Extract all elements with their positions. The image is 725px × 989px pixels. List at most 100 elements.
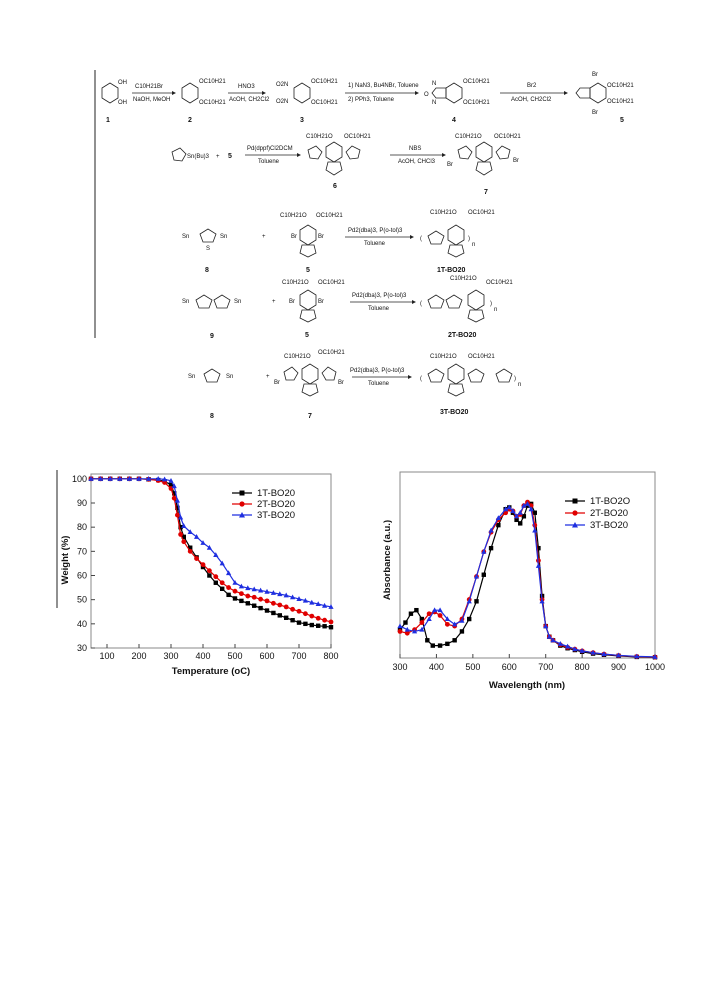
data-point-3T-BO20 (543, 623, 549, 629)
data-point-3T-BO20 (322, 602, 328, 608)
partner-label: 7 (308, 413, 312, 420)
data-point-3T-BO20 (411, 628, 418, 634)
data-point-1T-BO2O (403, 620, 408, 625)
legend-label-3T: 3T-BO20 (257, 510, 295, 521)
polymer-name: 1T-BO20 (437, 267, 466, 274)
x-tick-label: 300 (392, 662, 407, 672)
nitro-label: O2N (276, 99, 288, 105)
legend-marker-2T (239, 501, 245, 507)
data-point-3T-BO20 (510, 508, 516, 513)
data-point-1T-BO20 (303, 621, 308, 627)
thiophene-ring (199, 228, 217, 243)
oxadiazole-ring (431, 87, 447, 99)
x-tick-label: 900 (611, 662, 626, 672)
x-tick-label: 1000 (645, 662, 665, 672)
data-point-1T-BO20 (322, 624, 327, 629)
y-tick-label: 100 (72, 474, 87, 484)
data-point-1T-BO20 (168, 482, 174, 488)
data-point-1T-BO2O (430, 643, 435, 648)
data-point-3T-BO20 (634, 653, 640, 659)
x-tick-label: 800 (323, 651, 338, 661)
thiophene-ring (427, 230, 445, 245)
polymer-name: 3T-BO20 (440, 409, 469, 416)
benzene-ring (475, 141, 493, 163)
data-point-1T-BO2O (437, 643, 443, 648)
data-point-3T-BO20 (615, 652, 622, 658)
thiophene-ring (195, 294, 213, 309)
benzene-ring (293, 82, 311, 104)
oxadiazole-ring (447, 244, 465, 258)
abs-plot-frame (399, 471, 656, 659)
arrow-head (442, 153, 446, 157)
data-point-3T-BO20 (98, 476, 104, 481)
oxadiazole-ring (299, 244, 317, 258)
data-point-1T-BO20 (328, 625, 334, 630)
benzene-ring (325, 141, 343, 163)
data-point-3T-BO20 (206, 544, 212, 550)
data-point-3T-BO20 (513, 513, 520, 519)
data-point-3T-BO20 (564, 643, 571, 649)
x-tick-label: 700 (291, 651, 306, 661)
data-point-3T-BO20 (557, 641, 563, 646)
data-point-1T-BO20 (290, 618, 295, 623)
abs-x-axis-label: Wavelength (nm) (489, 680, 565, 691)
data-point-2T-BO20 (251, 594, 257, 600)
data-point-3T-BO20 (528, 506, 534, 512)
data-point-3T-BO20 (524, 501, 531, 506)
data-point-3T-BO20 (506, 504, 512, 510)
catalyst-label: Pd2(dba)3, P(o-tol)3 (350, 368, 405, 374)
tga-legend: 1T-BO20 2T-BO20 3T-BO20 (232, 488, 295, 521)
data-point-1T-BO20 (188, 545, 193, 550)
legend-label-1T: 1T-BO2O (590, 496, 630, 507)
reagent-label: AcOH, CH2Cl2 (511, 97, 552, 103)
x-tick-label: 500 (227, 651, 242, 661)
data-point-2T-BO20 (271, 600, 276, 606)
data-point-3T-BO20 (426, 616, 432, 622)
data-point-2T-BO20 (404, 630, 410, 636)
data-point-3T-BO20 (296, 596, 302, 601)
data-point-3T-BO20 (226, 570, 232, 576)
data-point-1T-BO2O (481, 572, 486, 577)
compound-5-ref: 5 (228, 153, 232, 160)
x-tick-label: 600 (259, 651, 274, 661)
legend-label-2T: 2T-BO20 (257, 499, 295, 510)
arrow-head (262, 91, 266, 95)
substituent-label: C10H21O (306, 134, 333, 140)
bromine-label: Br (338, 380, 344, 386)
legend-marker-3T (572, 522, 578, 528)
data-point-3T-BO20 (437, 607, 443, 613)
substituent-label: OC10H21 (199, 79, 226, 85)
data-point-2T-BO20 (328, 619, 334, 625)
data-point-3T-BO20 (521, 502, 527, 508)
oxadiazole-ring (299, 309, 317, 323)
data-point-3T-BO20 (178, 514, 184, 520)
data-point-3T-BO20 (232, 579, 238, 585)
data-point-2T-BO20 (178, 532, 184, 537)
bromine-label: Br (513, 158, 519, 164)
repeat-n: n (518, 382, 521, 388)
reagent-label: NaOH, MeOH (133, 97, 170, 103)
data-point-3T-BO20 (459, 618, 465, 623)
data-point-2T-BO20 (171, 495, 177, 501)
legend-label-2T: 2T-BO20 (590, 508, 628, 519)
data-point-2T-BO20 (426, 611, 432, 617)
benzene-ring (447, 363, 465, 385)
data-point-1T-BO20 (309, 622, 314, 628)
thiophene-ring (307, 145, 323, 160)
benzene-ring (301, 363, 319, 385)
data-point-1T-BO2O (414, 607, 419, 613)
data-point-3T-BO20 (517, 509, 523, 515)
solvent-label: Toluene (368, 381, 390, 387)
legend-marker-1T (239, 490, 245, 496)
monomer-label: 8 (210, 413, 214, 420)
data-point-2T-BO20 (175, 512, 180, 518)
data-point-2T-BO20 (239, 591, 244, 597)
thiophene-ring (213, 294, 231, 309)
data-point-2T-BO20 (296, 608, 302, 614)
data-point-2T-BO20 (213, 574, 219, 580)
substituent-label: OC10H21 (468, 354, 495, 360)
data-point-3T-BO20 (601, 651, 607, 657)
data-point-3T-BO20 (473, 573, 480, 579)
substituent-label: OC10H21 (344, 134, 371, 140)
